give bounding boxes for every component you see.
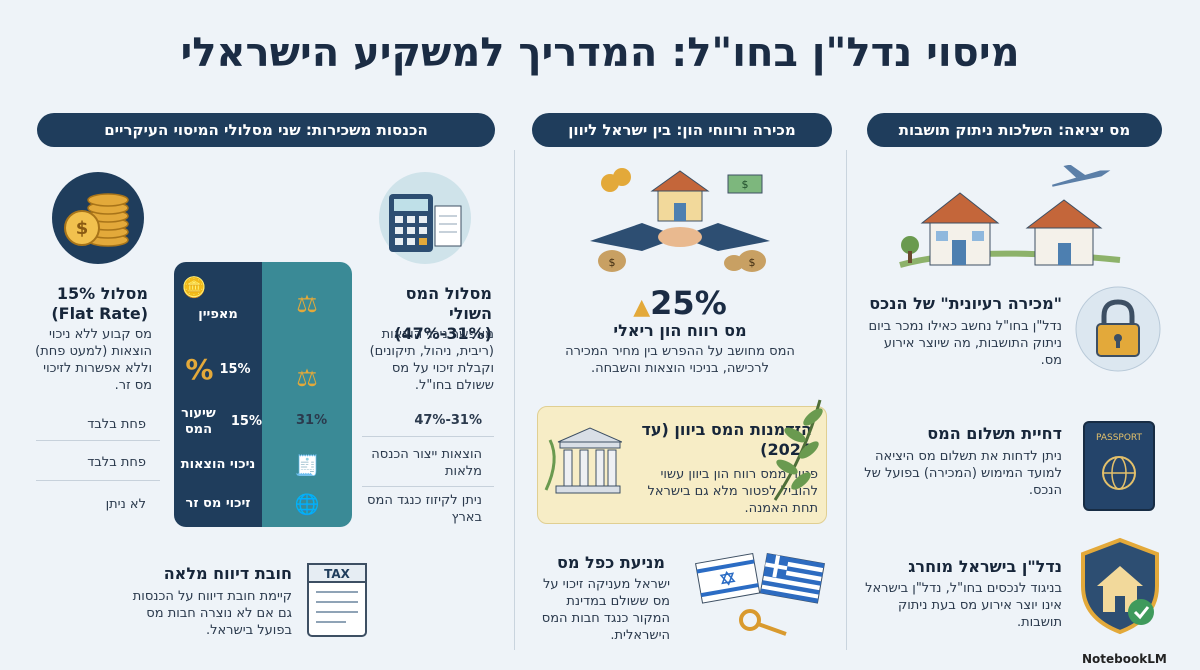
panel-percent-value: 15%% bbox=[174, 350, 262, 390]
exit-tax-header: מס יציאה: השלכות ניתוק תושבות bbox=[867, 113, 1162, 147]
globe-icon: 🌐 bbox=[294, 492, 320, 516]
coins-icon: $ bbox=[52, 172, 144, 264]
panel-percent-label: 15% bbox=[219, 362, 251, 377]
flat-route-title: מסלול 15% (Flat Rate) bbox=[51, 284, 148, 323]
marginal-credit-cell: ניתן לקיזוז כנגד המס בארץ bbox=[367, 493, 482, 525]
shield-house-icon bbox=[1081, 537, 1159, 635]
marginal-route-title: מסלול המס השולי (31%-47%) bbox=[394, 284, 492, 343]
padlock-icon bbox=[1075, 286, 1161, 372]
marginal-rate-cell: 31%-47% bbox=[414, 413, 482, 428]
row-divider bbox=[362, 486, 494, 487]
percent-icon: % bbox=[185, 353, 214, 386]
capital-gains-header: מכירה ורווחי הון: בין ישראל ליוון bbox=[532, 113, 832, 147]
calculator-icon bbox=[379, 172, 471, 264]
flat-expenses-cell: פחת בלבד bbox=[87, 455, 146, 470]
olive-branch-icon bbox=[773, 399, 823, 501]
foreign-credit-feature-cell: זיכוי מס זר bbox=[185, 496, 251, 511]
row-divider bbox=[36, 480, 160, 481]
capital-gains-text: המס מחושב על ההפרש בין מחיר המכירה לרכיש… bbox=[565, 344, 795, 376]
greek-temple-icon bbox=[544, 427, 622, 494]
column-divider bbox=[846, 150, 847, 650]
svg-text:$: $ bbox=[609, 256, 616, 269]
page-title: מיסוי נדל"ן בחו"ל: המדריך למשקיע הישראלי bbox=[180, 30, 1020, 76]
svg-text:$: $ bbox=[742, 178, 749, 191]
passport-label: PASSPORT bbox=[1096, 433, 1143, 443]
israel-excluded-text: בניגוד לנכסים בחו"ל, נדל"ן בישראל אינו י… bbox=[865, 581, 1062, 630]
marginal-route-text: מאפשר ניכוי הוצאות (ריבית, ניהול, תיקוני… bbox=[369, 327, 494, 393]
handshake-deal-icon: $ $ $ bbox=[582, 163, 778, 273]
comparison-table: מאפיין 15%% 15% שיעור המס ניכוי הוצאות זי… bbox=[174, 262, 352, 527]
row-divider bbox=[362, 436, 494, 437]
svg-text:$: $ bbox=[749, 256, 756, 269]
receipt-icon: 🧾 bbox=[294, 453, 320, 477]
flat-route-text: מס קבוע ללא ניכוי הוצאות (למעט פחת) וללא… bbox=[35, 327, 152, 393]
houses-airplane-icon bbox=[899, 165, 1121, 268]
rental-income-header: הכנסות משכירות: שני מסלולי המיסוי העיקרי… bbox=[37, 113, 495, 147]
flat-rate-cell: 15% bbox=[230, 414, 262, 429]
row-divider bbox=[36, 440, 160, 441]
marginal-rate-short-cell: 31% bbox=[296, 413, 328, 428]
passport-icon: PASSPORT bbox=[1083, 421, 1155, 511]
tax-label: TAX bbox=[324, 567, 351, 581]
scale-icon: ⚖ bbox=[296, 364, 318, 392]
feature-header: מאפיין bbox=[198, 307, 238, 322]
table-feature-column bbox=[174, 262, 262, 527]
column-divider bbox=[514, 150, 515, 650]
reporting-text: קיימת חובת דיווח על הכנסות גם אם לא נוצר… bbox=[132, 589, 292, 638]
capital-gains-rate: ▲25% bbox=[633, 284, 727, 322]
israel-excluded-title: נדל"ן בישראל מוחרג bbox=[908, 557, 1062, 576]
flat-credit-cell: לא ניתן bbox=[105, 497, 146, 512]
capital-gains-title: מס רווח הון ריאלי bbox=[613, 321, 747, 340]
coin-stack-icon: 🪙 bbox=[181, 275, 207, 299]
tax-form-icon: TAX bbox=[307, 563, 367, 637]
double-tax-text: ישראל מעניקה זיכוי על מס ששולם במדינת המ… bbox=[541, 577, 670, 643]
flags-key-icon bbox=[695, 552, 825, 636]
rate-feature-cell: שיעור המס bbox=[181, 406, 216, 437]
expenses-feature-cell: ניכוי הוצאות bbox=[180, 457, 256, 472]
table-row: 15% שיעור המס bbox=[174, 402, 262, 442]
deferral-text: ניתן לדחות את תשלום מס היציאה למועד המימ… bbox=[864, 449, 1062, 498]
greece-opportunity-text: פטור ממס רווח הון ביוון עשוי להוביל לפטו… bbox=[647, 467, 818, 516]
table-icon-column bbox=[262, 262, 352, 527]
scale-icon: ⚖ bbox=[296, 290, 318, 318]
reporting-title: חובת דיווח מלאה bbox=[163, 564, 292, 583]
triangle-up-icon: ▲ bbox=[633, 295, 651, 320]
marginal-expenses-cell: הוצאות ייצור הכנסה מלאות bbox=[371, 447, 482, 479]
svg-text:$: $ bbox=[76, 218, 89, 239]
notional-sale-title: "מכירה רעיונית" של הנכס bbox=[869, 294, 1062, 313]
notional-sale-text: נדל"ן בחו"ל נחשב כאילו נמכר ביום ניתוק ה… bbox=[868, 319, 1062, 368]
double-tax-title: מניעת כפל מס bbox=[557, 553, 665, 572]
deferral-title: דחיית תשלום המס bbox=[927, 424, 1062, 443]
notebooklm-logo: NotebookLM bbox=[1082, 652, 1167, 666]
flat-expenses-cell-1: פחת בלבד bbox=[87, 417, 146, 432]
